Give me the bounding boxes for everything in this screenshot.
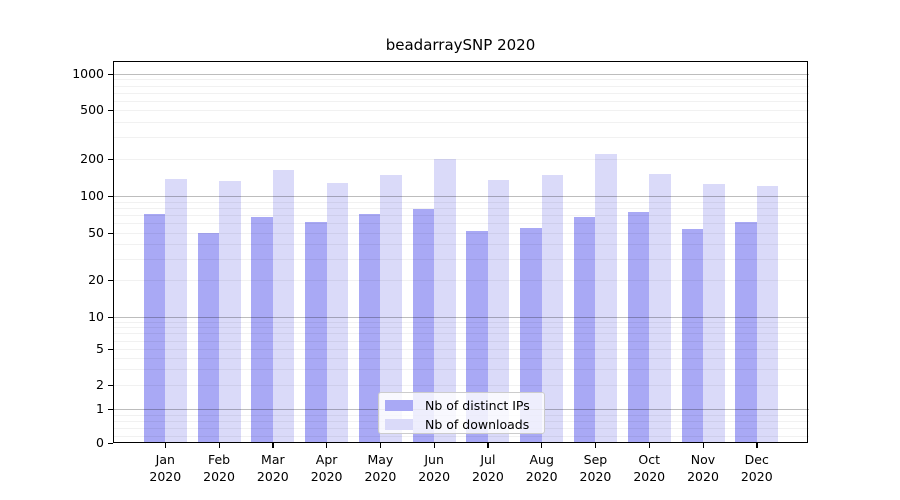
bar-nb-of-distinct-ips-nov — [681, 228, 703, 443]
y-tick-label: 2 — [96, 377, 104, 392]
x-tick-mark — [487, 443, 489, 448]
gridline-minor — [113, 110, 809, 111]
bar-nb-of-downloads-jun — [434, 159, 456, 443]
gridline-minor — [113, 85, 809, 87]
y-tick-mark — [108, 442, 113, 444]
bar-nb-of-downloads-jul — [487, 179, 510, 443]
bar-nb-of-distinct-ips-apr — [305, 221, 327, 443]
y-tick-label: 1000 — [72, 66, 104, 81]
x-tick-mark — [218, 443, 220, 448]
legend-label-distinct-ips: Nb of distinct IPs — [425, 398, 530, 413]
legend-item-distinct-ips: Nb of distinct IPs — [385, 397, 544, 414]
bar-nb-of-distinct-ips-dec — [735, 221, 757, 443]
gridline-minor — [113, 92, 809, 94]
legend-swatch-distinct-ips — [385, 400, 413, 411]
x-tick-label: Dec 2020 — [740, 452, 773, 484]
bar-nb-of-downloads-may — [380, 175, 402, 443]
x-tick-mark — [702, 443, 704, 448]
bar-nb-of-downloads-mar — [272, 169, 295, 443]
y-tick-label: 100 — [80, 188, 104, 203]
y-tick-mark — [108, 384, 113, 386]
x-tick-label: Nov 2020 — [687, 452, 719, 484]
y-tick-label: 500 — [80, 102, 104, 117]
gridline-minor — [113, 121, 809, 123]
y-tick-label: 50 — [88, 225, 104, 240]
bar-nb-of-downloads-dec — [756, 185, 779, 443]
chart-title: beadarraySNP 2020 — [385, 36, 536, 54]
bar-nb-of-downloads-oct — [649, 174, 671, 443]
legend: Nb of distinct IPs Nb of downloads — [378, 392, 545, 434]
y-tick-mark — [108, 195, 113, 197]
x-tick-label: Oct 2020 — [633, 452, 666, 484]
bar-nb-of-distinct-ips-aug — [520, 227, 542, 443]
y-tick-label: 10 — [88, 309, 104, 324]
y-tick-mark — [108, 158, 113, 160]
bar-nb-of-distinct-ips-sep — [573, 216, 596, 443]
x-tick-mark — [326, 443, 328, 448]
gridline-minor — [113, 137, 809, 139]
x-tick-label: Jun 2020 — [418, 452, 451, 484]
gridline-minor — [113, 79, 809, 81]
bar-nb-of-downloads-nov — [703, 184, 725, 443]
bar-nb-of-distinct-ips-jul — [466, 230, 488, 443]
y-tick-mark — [108, 232, 113, 234]
bar-nb-of-distinct-ips-oct — [627, 212, 650, 443]
y-tick-label: 0 — [96, 435, 104, 450]
x-tick-label: Jan 2020 — [149, 452, 182, 484]
bar-nb-of-downloads-aug — [541, 175, 564, 443]
y-tick-mark — [108, 316, 113, 318]
x-tick-mark — [648, 443, 651, 448]
x-tick-label: May 2020 — [364, 452, 397, 484]
gridline-major — [113, 74, 809, 75]
x-tick-label: Jul 2020 — [472, 452, 504, 484]
bar-nb-of-distinct-ips-jan — [143, 213, 166, 443]
x-tick-mark — [541, 443, 543, 448]
y-tick-mark — [108, 73, 113, 75]
bar-nb-of-distinct-ips-may — [358, 213, 381, 443]
y-tick-label: 5 — [96, 341, 104, 356]
y-tick-label: 200 — [80, 151, 104, 166]
gridline-minor — [113, 159, 809, 160]
bar-nb-of-downloads-sep — [595, 153, 617, 443]
legend-label-downloads: Nb of downloads — [425, 417, 530, 432]
x-tick-label: Sep 2020 — [579, 452, 612, 484]
y-tick-label: 20 — [88, 272, 104, 287]
bar-nb-of-distinct-ips-jun — [412, 209, 435, 443]
bar-nb-of-downloads-feb — [219, 181, 241, 443]
x-tick-label: Apr 2020 — [310, 452, 343, 484]
x-tick-label: Feb 2020 — [203, 452, 235, 484]
x-tick-mark — [379, 443, 382, 448]
x-tick-mark — [594, 443, 597, 448]
bar-nb-of-distinct-ips-mar — [251, 217, 273, 443]
y-tick-mark — [108, 348, 113, 350]
gridline-minor — [113, 100, 809, 102]
legend-swatch-downloads — [385, 419, 413, 430]
bar-nb-of-downloads-apr — [326, 182, 349, 443]
x-tick-mark — [164, 443, 167, 448]
x-tick-mark — [272, 443, 274, 448]
bar-nb-of-downloads-jan — [165, 178, 187, 443]
x-tick-label: Mar 2020 — [256, 452, 289, 484]
x-tick-mark — [756, 443, 758, 448]
y-tick-label: 1 — [96, 401, 104, 416]
y-tick-mark — [108, 408, 113, 410]
bar-nb-of-distinct-ips-feb — [197, 233, 220, 443]
x-tick-mark — [433, 443, 435, 448]
legend-item-downloads: Nb of downloads — [385, 416, 544, 433]
y-tick-mark — [108, 279, 113, 281]
x-tick-label: Aug 2020 — [525, 452, 558, 484]
y-tick-mark — [108, 109, 113, 111]
